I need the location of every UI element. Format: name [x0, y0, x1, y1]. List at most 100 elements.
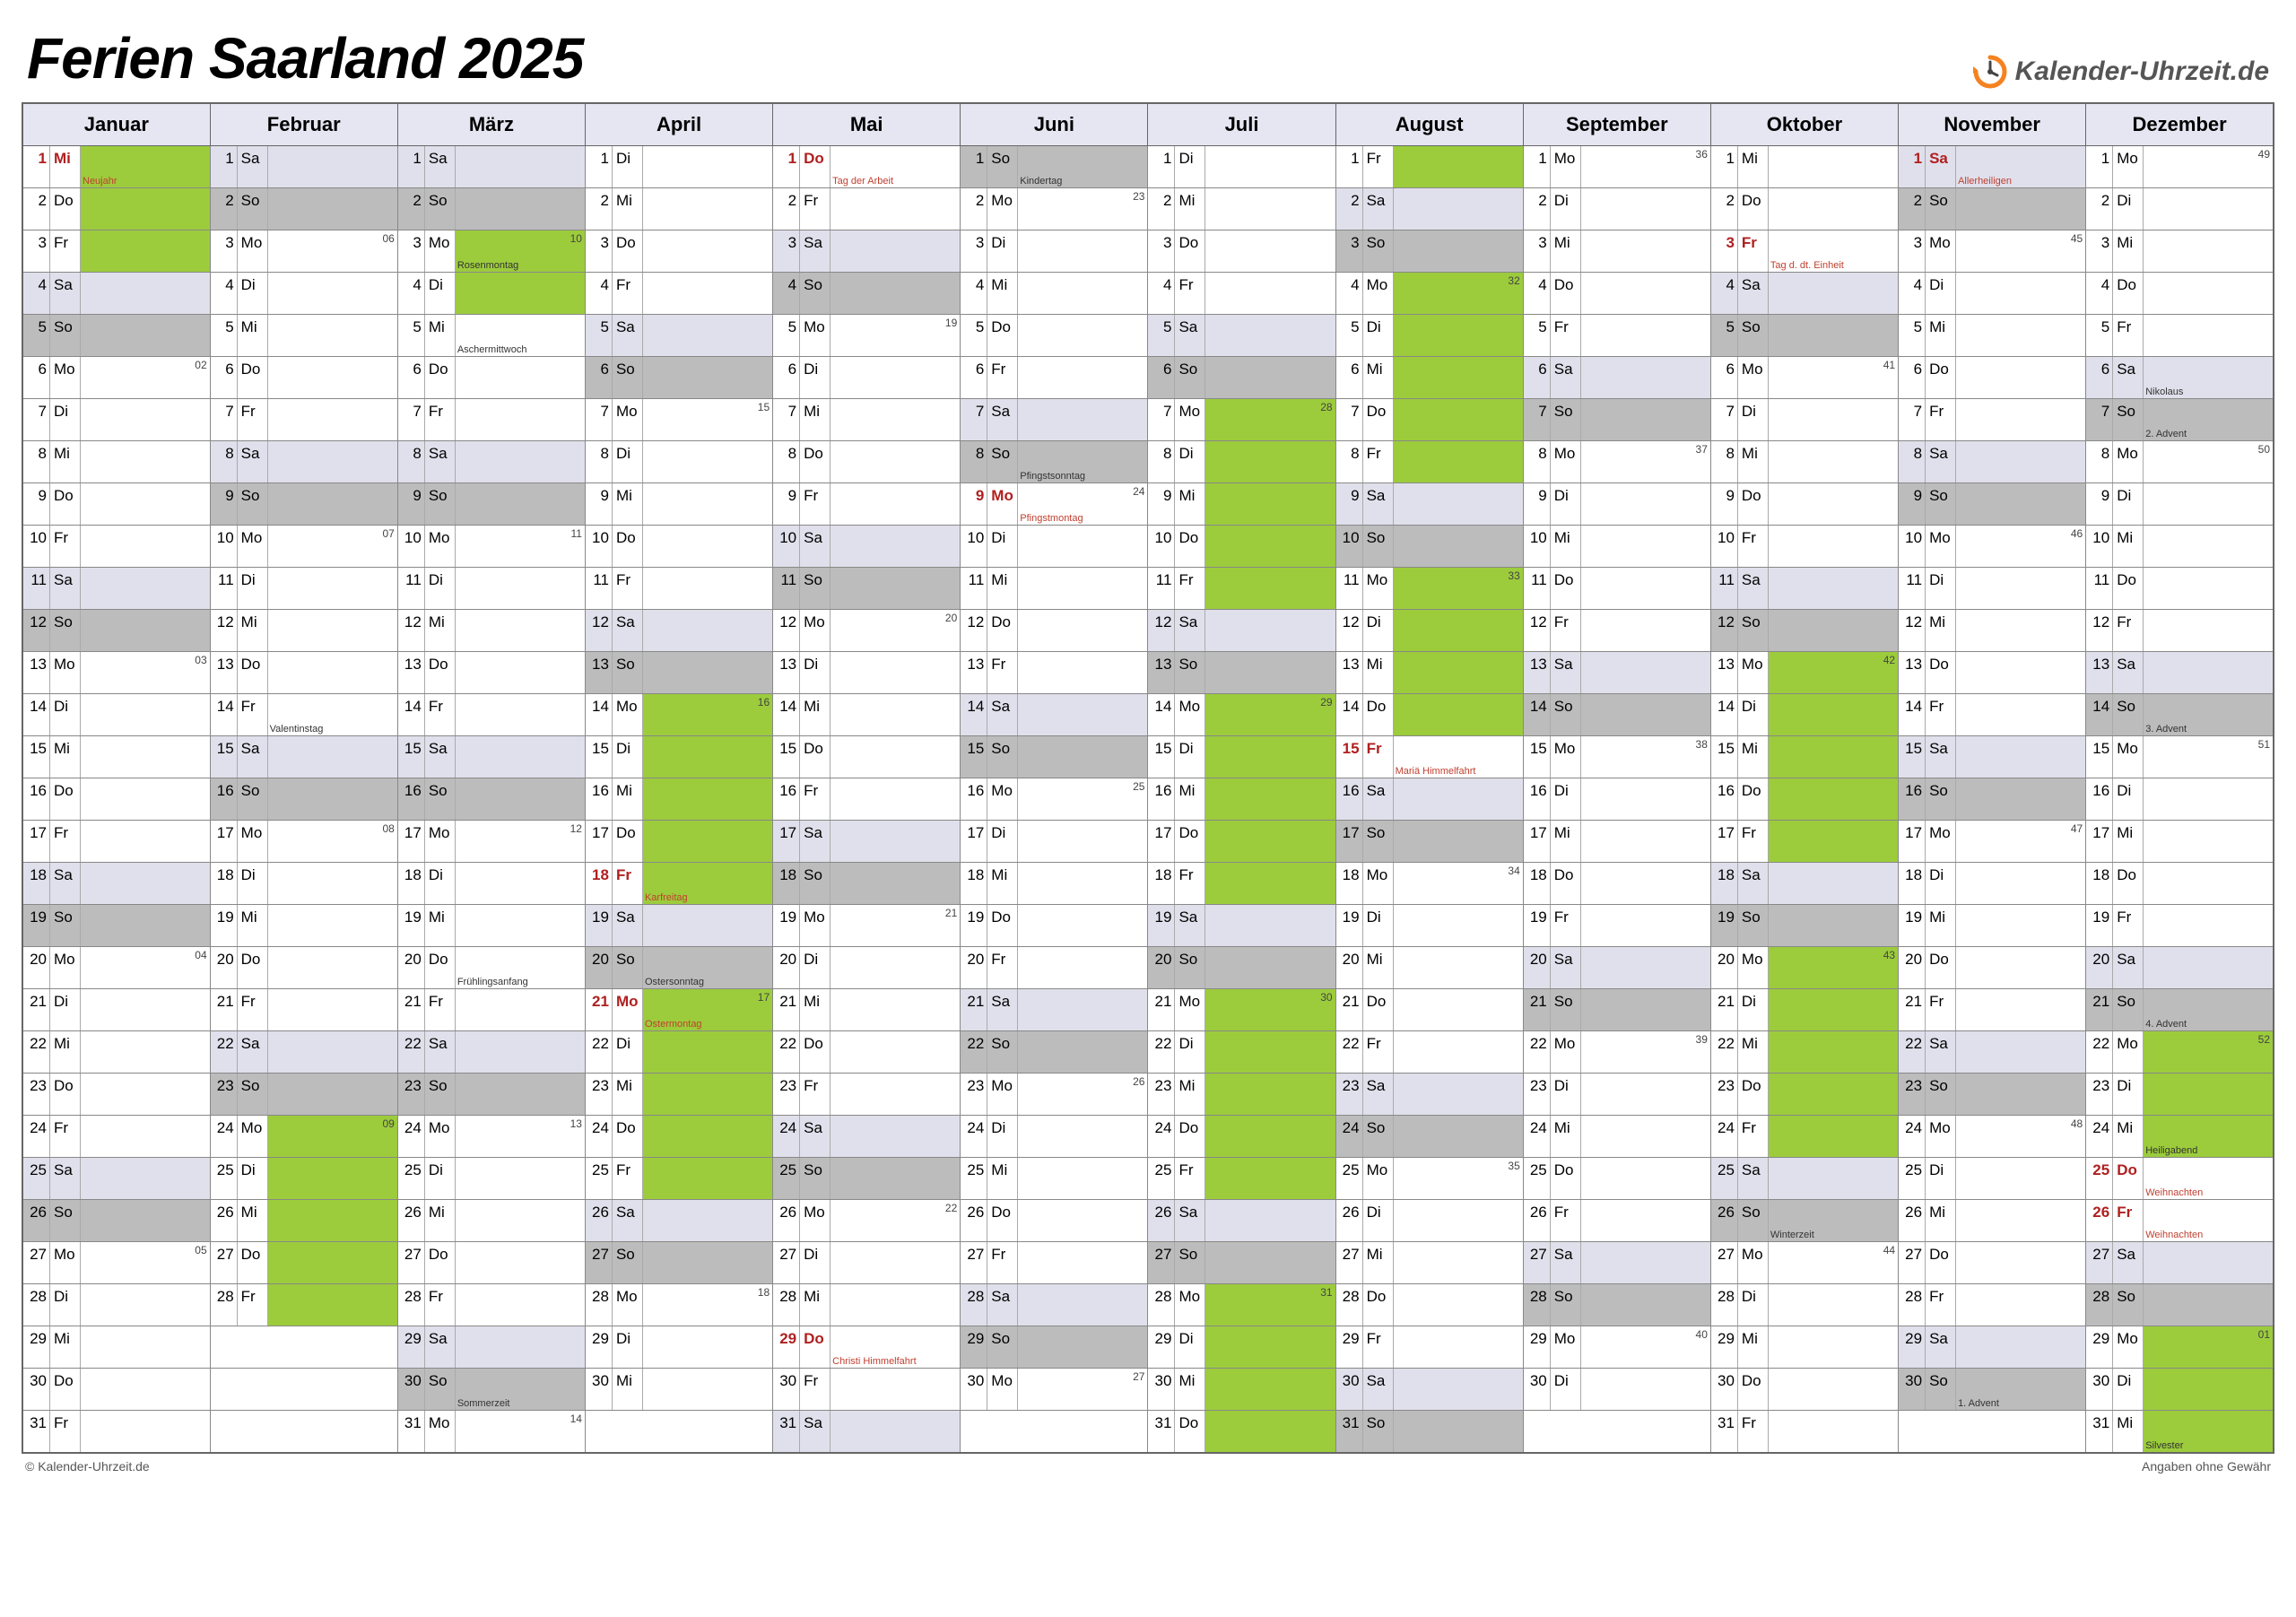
day-rest [643, 1369, 772, 1410]
day-rest [1018, 230, 1147, 272]
day-rest [2144, 610, 2273, 651]
day-cell: 25Mo35 [1335, 1158, 1523, 1200]
day-cell: 8Di [585, 441, 772, 483]
day-cell: 2Di [2086, 188, 2274, 230]
day-cell: 23So [397, 1074, 585, 1116]
day-cell: 5MiAschermittwoch [397, 315, 585, 357]
day-number: 20 [398, 947, 425, 988]
weekday-abbr: Mo [2113, 146, 2144, 187]
day-rest [2144, 863, 2273, 904]
day-number: 5 [211, 315, 238, 356]
day-number: 18 [1899, 863, 1926, 904]
weekday-abbr: Fr [1363, 736, 1394, 778]
weekday-abbr: Sa [800, 1411, 831, 1452]
day-number: 2 [1336, 188, 1363, 230]
day-cell: 11Di [210, 568, 397, 610]
day-number: 3 [2086, 230, 2113, 272]
weekday-abbr: Fr [1551, 905, 1581, 946]
day-number: 27 [211, 1242, 238, 1283]
day-rest [1581, 905, 1710, 946]
day-rest [456, 1242, 585, 1283]
weekday-abbr: Fr [613, 568, 643, 609]
weekday-abbr: Do [238, 652, 268, 693]
day-number: 26 [398, 1200, 425, 1241]
day-cell: 31So [1335, 1411, 1523, 1453]
weekday-abbr: Mo [1175, 989, 1205, 1030]
day-cell: 29Di [585, 1326, 772, 1369]
day-number: 25 [586, 1158, 613, 1199]
weekday-abbr: Do [987, 905, 1018, 946]
day-rest [456, 652, 585, 693]
weekday-abbr: So [50, 315, 81, 356]
day-rest [1394, 146, 1523, 187]
weekday-abbr: Mo [1926, 230, 1956, 272]
day-cell: 4Sa [22, 273, 210, 315]
day-cell: 9Do [22, 483, 210, 526]
day-rest: Valentinstag [268, 694, 397, 735]
weekday-abbr: Fr [1738, 1116, 1769, 1157]
weekday-abbr: Mo [1926, 526, 1956, 567]
day-rest [1394, 652, 1523, 693]
weekday-abbr: Mo [1363, 863, 1394, 904]
day-cell: 15FrMariä Himmelfahrt [1335, 736, 1523, 778]
day-number: 24 [1148, 1116, 1175, 1157]
day-note: Nikolaus [2145, 387, 2183, 397]
day-cell: 4Di [1899, 273, 2086, 315]
day-number: 4 [23, 273, 50, 314]
day-rest: Ostersonntag [643, 947, 772, 988]
day-rest [268, 1074, 397, 1115]
day-cell: 23Mi [585, 1074, 772, 1116]
day-rest [81, 1369, 210, 1410]
weekday-abbr: Di [800, 1242, 831, 1283]
day-number: 14 [1899, 694, 1926, 735]
day-number: 12 [1336, 610, 1363, 651]
day-number: 6 [773, 357, 800, 398]
day-rest [1769, 1326, 1898, 1368]
day-cell: 20Sa [2086, 947, 2274, 989]
day-note: Allerheiligen [1958, 176, 2012, 187]
weekday-abbr: Di [1551, 1369, 1581, 1410]
day-cell: 13Do [1899, 652, 2086, 694]
day-cell: 27Mo05 [22, 1242, 210, 1284]
day-cell: 26So [22, 1200, 210, 1242]
day-cell: 1Mo49 [2086, 146, 2274, 188]
weekday-abbr: Do [50, 188, 81, 230]
day-cell: 14Fr [397, 694, 585, 736]
day-number: 21 [1336, 989, 1363, 1030]
day-rest [1018, 736, 1147, 778]
day-number: 30 [1336, 1369, 1363, 1410]
week-number: 39 [1696, 1033, 1708, 1046]
day-rest [456, 736, 585, 778]
day-rest [1018, 947, 1147, 988]
month-header: Dezember [2086, 103, 2274, 146]
weekday-abbr: Di [2113, 778, 2144, 820]
weekday-abbr: Di [1363, 315, 1394, 356]
day-rest [831, 1284, 960, 1326]
day-cell: 22Do [773, 1031, 961, 1074]
weekday-abbr: Sa [1926, 441, 1956, 482]
day-cell: 20Mo04 [22, 947, 210, 989]
day-number: 26 [1711, 1200, 1738, 1241]
day-cell [585, 1411, 772, 1453]
day-cell: 3Mo06 [210, 230, 397, 273]
day-number: 4 [211, 273, 238, 314]
day-rest [643, 1158, 772, 1199]
day-number: 24 [23, 1116, 50, 1157]
weekday-abbr: Do [1175, 526, 1205, 567]
day-cell: 13Do [210, 652, 397, 694]
weekday-abbr: Di [613, 1326, 643, 1368]
week-number: 27 [1133, 1370, 1144, 1383]
day-cell: 18Do [2086, 863, 2274, 905]
weekday-abbr: Mi [1175, 1074, 1205, 1115]
day-cell: 5Mo19 [773, 315, 961, 357]
day-number: 25 [1336, 1158, 1363, 1199]
day-rest [456, 863, 585, 904]
day-number: 19 [211, 905, 238, 946]
day-cell: 23Do [1710, 1074, 1898, 1116]
day-note: Frühlingsanfang [457, 977, 528, 987]
day-number: 3 [1336, 230, 1363, 272]
day-number: 26 [773, 1200, 800, 1241]
day-rest [1956, 1242, 2085, 1283]
day-cell: 27Fr [961, 1242, 1148, 1284]
week-number: 26 [1133, 1075, 1144, 1088]
